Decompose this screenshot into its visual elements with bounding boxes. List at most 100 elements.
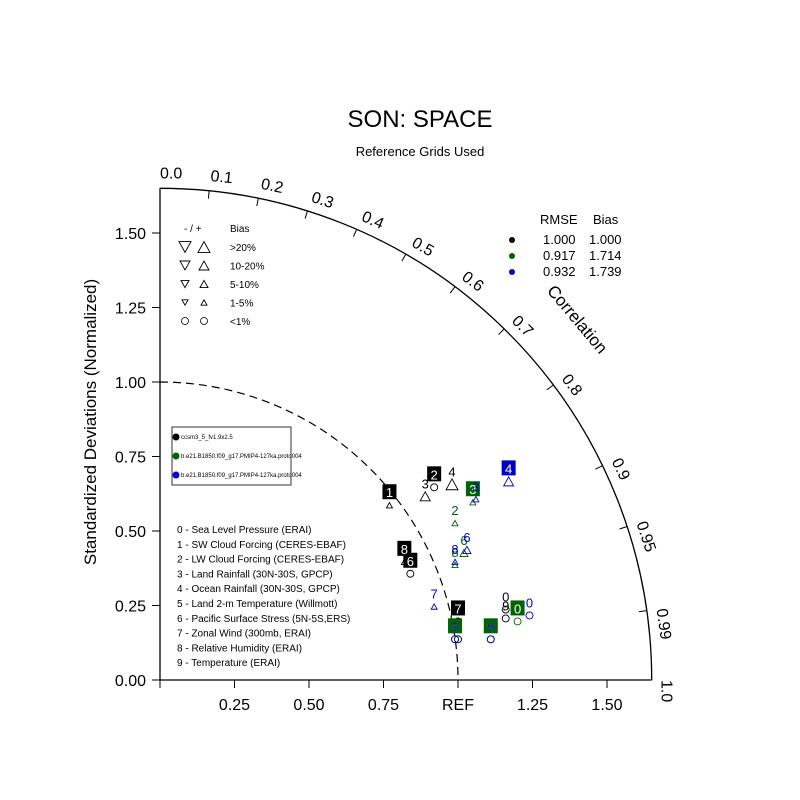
reference-arc [159,381,459,681]
correlation-tick-mark [353,229,358,237]
y-tick-label: 0.00 [115,673,146,690]
x-tick-label: 0.75 [368,697,399,714]
data-point-label: 2 [431,467,438,482]
data-point-label: 5 [451,619,458,634]
data-points: 0123456789023568903456789 [382,460,534,644]
correlation-tick-mark [498,328,505,335]
correlation-tick-label: 0.0 [160,166,182,183]
correlation-tick-mark [595,465,603,470]
bias-legend-up-triangle-icon [199,279,209,289]
data-point-triangle [385,501,394,509]
data-point-label-box [465,481,480,497]
data-point-triangle [445,478,459,491]
x-tick-label: 1.50 [591,697,622,714]
data-point-label-box [510,600,525,616]
data-point-label: 9 [487,619,494,634]
correlation-tick-label: 0.4 [359,208,386,233]
summary-color-dot [509,269,515,275]
data-point-triangle [459,548,469,557]
case-legend-label: b.e21.B1850.f09_g17.PMIP4-127ka.proto004 [181,473,302,479]
correlation-tick-label: 0.95 [633,519,659,554]
x-tick-label: REF [442,697,474,714]
y-tick-label: 1.50 [115,226,146,243]
data-point-label-box [448,618,463,634]
data-point-triangle [502,475,515,487]
y-tick-label: 1.00 [115,375,146,392]
data-point-label-box [382,484,397,500]
case-legend-dot [172,433,180,441]
data-point-triangle [451,558,459,565]
data-point-label: 6 [460,533,467,548]
data-point-circle [501,605,510,614]
data-point-label: 0 [514,601,521,616]
summary-color-dot [509,237,515,243]
variable-legend-item: 2 - LW Cloud Forcing (CERES-EBAF) [177,555,344,566]
data-point-label: 6 [463,530,470,545]
chart-subtitle: Reference Grids Used [356,144,485,159]
data-point-circle [525,611,534,620]
correlation-tick-mark [256,198,259,207]
summary-rmse-value: 1.000 [543,232,576,247]
data-point-label-box [451,600,465,616]
bias-legend-label: <1% [230,317,250,328]
data-point-label-box [483,618,498,634]
data-point-label: 8 [451,542,458,557]
data-point-triangle [419,490,431,502]
summary-rmse-header: RMSE [540,212,578,227]
data-point-label: 7 [431,587,438,602]
summary-bias-value: 1.000 [589,232,622,247]
summary-bias-value: 1.714 [589,248,622,263]
variable-legend-item: 1 - SW Cloud Forcing (CERES-EBAF) [177,540,346,551]
correlation-tick-label: 0.6 [458,268,486,295]
data-point-circle [513,617,522,626]
correlation-tick-mark [449,286,456,294]
data-point-label: 9 [502,598,509,613]
variable-legend-item: 8 - Relative Humidity (ERAI) [177,643,302,654]
data-point-circle [451,635,459,644]
data-point-label: 8 [451,545,458,560]
data-point-label: 4 [448,464,455,479]
y-tick-label: 0.75 [115,450,146,467]
data-point-label: 9 [487,619,494,634]
data-point-triangle [451,519,459,527]
data-point-circle [501,614,510,623]
case-legend-dot [172,452,180,460]
summary-rmse-value: 0.917 [543,248,576,263]
bias-legend-label: 1-5% [230,299,253,310]
bias-legend-label: 5-10% [230,280,259,291]
variable-legend-item: 4 - Ocean Rainfall (30N-30S, GPCP) [177,584,340,595]
data-point-label: 3 [469,482,476,497]
bias-legend-down-triangle-icon [178,241,192,254]
summary-bias-value: 1.739 [589,264,622,279]
variable-legend-item: 0 - Sea Level Pressure (ERAI) [177,525,312,536]
correlation-tick-mark [638,610,647,613]
data-point-circle [430,483,439,492]
diagram-frame [159,187,653,681]
y-tick-label: 0.25 [115,599,146,616]
correlation-tick-label: 0.1 [210,168,234,187]
data-point-label: 3 [422,476,429,491]
data-point-label: 1 [386,485,393,500]
variable-legend-item: 6 - Pacific Surface Stress (5N-5S,ERS) [177,614,350,625]
summary-color-dot [509,253,515,259]
correlation-tick-label: 0.2 [259,176,284,197]
bias-legend-up-triangle-icon [200,298,208,306]
data-point-label: 5 [451,619,458,634]
data-point-label: 3 [472,479,479,494]
bias-legend-down-triangle-icon [179,260,191,271]
variable-legend-item: 9 - Temperature (ERAI) [177,658,280,669]
bias-legend-down-triangle-icon [181,299,189,307]
x-tick-label: 0.25 [219,697,250,714]
bias-legend-circle-icon [181,317,189,325]
data-point-label: 0 [502,590,509,605]
bias-legend-down-triangle-icon [180,279,190,289]
bias-legend-label: >20% [230,243,256,254]
bias-legend-up-triangle-icon [197,240,211,253]
data-point-circle [486,635,495,644]
correlation-tick-mark [304,210,308,219]
data-point-circle [454,635,462,644]
correlation-tick-mark [619,525,628,530]
bias-legend-label: 10-20% [230,262,265,273]
bias-legend-up-triangle-icon [198,260,210,271]
